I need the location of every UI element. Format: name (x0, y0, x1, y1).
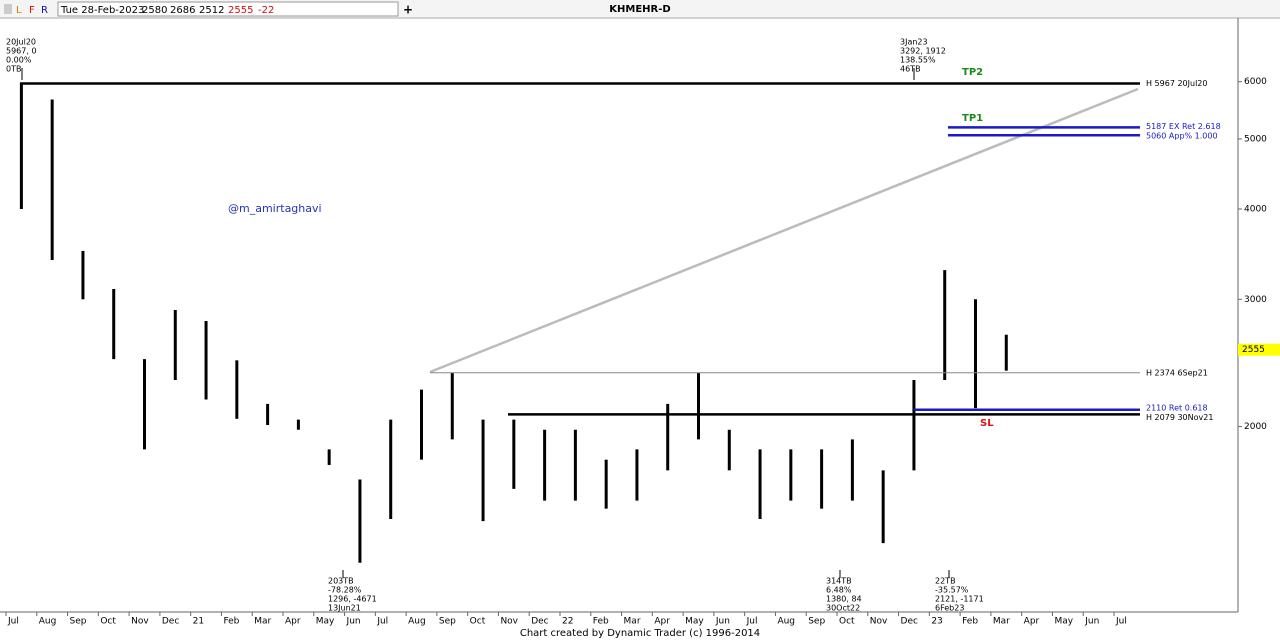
toolbar-change: -22 (258, 5, 274, 16)
footer: Chart created by Dynamic Trader (c) 1996… (520, 628, 760, 639)
x-tick-label: Dec (531, 617, 548, 627)
y-tick-label: 5000 (1244, 134, 1267, 144)
toolbar-close: 2555 (228, 5, 253, 16)
flag[interactable]: L (16, 5, 22, 16)
toolbar-open: 2580 (142, 5, 167, 16)
pivot-label: -35.57% (935, 586, 969, 595)
level-label: 2110 Ret 0.618 (1146, 403, 1208, 412)
toolbar-high: 2686 (170, 5, 195, 16)
x-tick-label: Sep (70, 617, 87, 627)
x-tick-label: Dec (901, 617, 918, 627)
x-tick-label: 21 (193, 617, 204, 627)
x-tick-label: Apr (654, 617, 670, 627)
x-tick-label: May (685, 617, 704, 627)
flag[interactable]: R (41, 5, 48, 16)
y-tick-label: 4000 (1244, 204, 1267, 214)
x-tick-label: Apr (285, 617, 301, 627)
x-tick-label: May (1054, 617, 1073, 627)
toolbar-date: Tue 28-Feb-2023 (60, 5, 144, 16)
toolbar-box (57, 1, 399, 17)
x-tick-label: Nov (131, 617, 149, 627)
y-tick-label: 6000 (1244, 77, 1267, 87)
pivot-label: 138.55% (900, 56, 936, 65)
pivot-label: 6.48% (826, 586, 852, 595)
pivot-label: 3Jan23 (900, 38, 928, 47)
level-label: H 2079 30Nov21 (1146, 413, 1213, 422)
x-tick-label: Jul (376, 617, 388, 627)
level-label: H 5967 20Jul20 (1146, 79, 1207, 88)
x-tick-label: Jun (346, 617, 361, 627)
pivot-label: 13Jun21 (328, 604, 361, 613)
x-tick-label: Dec (162, 617, 179, 627)
x-tick-label: 23 (931, 617, 942, 627)
x-tick-label: Mar (254, 617, 271, 627)
level-label: 5187 EX Ret 2.618 (1146, 122, 1221, 131)
pivot-label: 20Jul20 (6, 38, 36, 47)
x-tick-label: Feb (593, 617, 609, 627)
chart-title: KHMEHR-D (609, 4, 670, 15)
x-tick-label: Jun (1084, 617, 1099, 627)
target-label: TP1 (962, 113, 983, 124)
x-tick-label: Oct (100, 617, 116, 627)
pivot-label: 203TB (328, 577, 354, 586)
pivot-label: 30Oct22 (826, 604, 860, 613)
x-tick-label: Feb (962, 617, 978, 627)
x-tick-label: Mar (993, 617, 1010, 627)
add-button[interactable]: + (403, 3, 413, 17)
x-tick-label: May (316, 617, 335, 627)
watermark: @m_amirtaghavi (228, 202, 322, 215)
level-label: 5060 App% 1.000 (1146, 132, 1218, 141)
pivot-label: 2121, -1171 (935, 595, 984, 604)
x-tick-label: Aug (777, 617, 795, 627)
price-tag (1238, 343, 1280, 356)
pivot-label: 1296, -4671 (328, 595, 377, 604)
pivot-label: 314TB (826, 577, 852, 586)
x-tick-label: Jun (715, 617, 730, 627)
x-tick-label: Nov (500, 617, 518, 627)
x-tick-label: Feb (223, 617, 239, 627)
x-tick-label: Apr (1024, 617, 1040, 627)
pivot-label: -78.28% (328, 586, 362, 595)
x-tick-label: Jul (746, 617, 758, 627)
y-tick-label: 2000 (1244, 422, 1267, 432)
x-tick-label: Oct (470, 617, 486, 627)
level-label: H 2374 6Sep21 (1146, 368, 1208, 377)
x-tick-label: Sep (439, 617, 456, 627)
x-tick-label: Mar (624, 617, 641, 627)
x-tick-label: Jul (7, 617, 19, 627)
pivot-label: 3292, 1912 (900, 47, 946, 56)
pivot-label: 46TB (900, 65, 921, 74)
toolbar-icon (4, 4, 12, 14)
pivot-label: 1380, 84 (826, 595, 862, 604)
pivot-label: 0.00% (6, 56, 32, 65)
x-tick-label: Oct (839, 617, 855, 627)
pivot-label: 6Feb23 (935, 604, 964, 613)
trend-line (429, 87, 1139, 374)
x-tick-label: Aug (408, 617, 426, 627)
target-label: SL (980, 418, 994, 429)
pivot-label: 22TB (935, 577, 956, 586)
x-tick-label: 22 (562, 617, 573, 627)
target-label: TP2 (962, 67, 983, 78)
pivot-label: 5967, 0 (6, 47, 37, 56)
pivot-label: 0TB (6, 65, 21, 74)
x-tick-label: Jul (1115, 617, 1127, 627)
flag[interactable]: F (29, 5, 35, 16)
toolbar-low: 2512 (199, 5, 224, 16)
x-tick-label: Sep (808, 617, 825, 627)
x-tick-label: Aug (39, 617, 57, 627)
price-tag-label: 2555 (1242, 345, 1265, 355)
y-tick-label: 3000 (1244, 295, 1267, 305)
x-tick-label: Nov (870, 617, 888, 627)
